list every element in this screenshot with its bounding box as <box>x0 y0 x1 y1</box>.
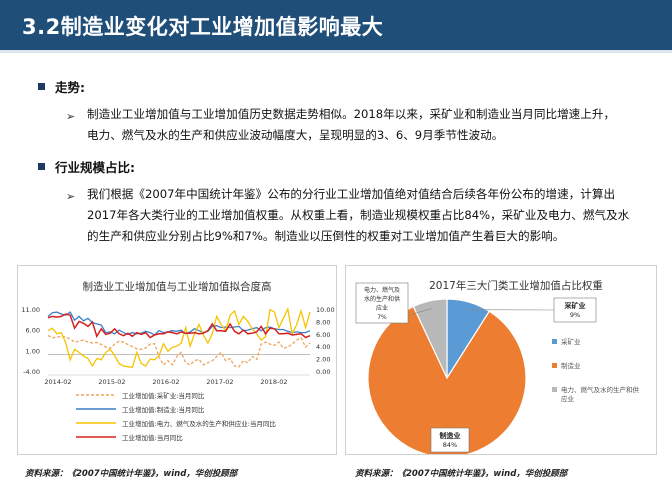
section-bullet-icon <box>38 83 45 90</box>
title-bar: 3.2制造业变化对工业增加值影响最大 <box>0 0 672 50</box>
legend-label-total: 工业增加值:当月同比 <box>122 433 183 442</box>
slice-label-name: 制造业 <box>440 431 461 440</box>
left-axis-tick: 6.00 <box>26 327 40 335</box>
source-note-right: 资料来源：《2007中国统计年鉴》，wind，华创投顾部 <box>355 469 568 479</box>
right-axis-tick: 8.00 <box>316 318 330 326</box>
paragraph-line: 制造业工业增加值与工业增加值历史数据走势相似。2018年以来，采矿业和制造业当月… <box>87 107 616 121</box>
legend-label-utilities: 工业增加值:电力、燃气及水的生产和供应业:当月同比 <box>122 419 276 428</box>
slice-label-name: 采矿业 <box>564 301 586 310</box>
section-bullet-icon <box>38 163 45 170</box>
paragraph-line: 电力、燃气及水的生产和供应业波动幅度大，呈现明显的3、6、9月季节性波动。 <box>87 128 504 142</box>
x-axis-tick: 2014-02 <box>44 378 71 386</box>
pie-chart-panel: 2017年三大门类工业增加值占比权重 采矿业 9% 制造业 84% 电力、燃气及 水的生产… <box>345 265 657 458</box>
slice-label-value: 84% <box>443 441 457 449</box>
slice-label-value: 7% <box>377 314 387 321</box>
left-axis-tick: 11.00 <box>21 306 40 314</box>
line-chart-panel: 制造业工业增加值与工业增加值拟合度高 11.00 6.00 1.00 -4.00 10.… <box>17 265 337 455</box>
callout-box <box>355 282 409 324</box>
line-chart-title: 制造业工业增加值与工业增加值拟合度高 <box>83 280 272 293</box>
line-chart: 制造业工业增加值与工业增加值拟合度高 11.00 6.00 1.00 -4.00 10.… <box>21 280 335 442</box>
slice-label-name: 电力、燃气及 <box>364 286 400 294</box>
series-line-manufacturing <box>47 311 311 336</box>
paragraph-line: 我们根据《2007年中国统计年鉴》公布的分行业工业增加值绝对值结合后续各年份公布… <box>87 187 616 201</box>
arrow-bullet-icon: ➢ <box>66 110 76 123</box>
arrow-bullet-icon: ➢ <box>66 190 76 203</box>
legend-swatch-2 <box>552 387 557 392</box>
paragraph-line: 的生产和供应业分别占比9%和7%。制造业以压倒性的权重对工业增加值产生着巨大的影… <box>87 229 565 243</box>
series-line-utilities <box>47 306 311 369</box>
right-axis-tick: 4.00 <box>316 343 330 351</box>
callout-box <box>430 427 470 453</box>
slice-label-name: 应业 <box>376 304 388 312</box>
series-line-mining <box>47 334 311 368</box>
paragraph-line: 2017年各大类行业的工业增加值权重。从权重上看，制造业规模权重占比84%，采矿… <box>87 208 630 222</box>
callout-box <box>553 297 597 323</box>
x-axis-tick: 2015-02 <box>98 378 125 386</box>
x-axis-tick: 2018-02 <box>260 378 287 386</box>
legend-label: 采矿业 <box>561 337 581 346</box>
series-line-total <box>47 313 311 339</box>
right-axis-tick: 6.00 <box>316 331 330 339</box>
pie-slice-2 <box>412 298 448 379</box>
pie-chart: 2017年三大门类工业增加值占比权重 采矿业9%制造业84%电力、燃气及水的生产… <box>355 279 640 458</box>
right-axis-tick: 0.00 <box>316 368 330 376</box>
legend-label: 应业 <box>561 394 575 403</box>
left-axis-tick: 1.00 <box>26 347 40 355</box>
source-note-left: 资料来源：《2007中国统计年鉴》，wind，华创投顾部 <box>25 469 238 479</box>
legend-label: 电力、燃气及水的生产和供 <box>561 385 640 394</box>
legend-label-mining: 工业增加值:采矿业:当月同比 <box>122 391 205 400</box>
slice-label-name: 水的生产和供 <box>364 295 400 303</box>
pie-chart-title: 2017年三大门类工业增加值占比权重 <box>429 279 603 292</box>
legend-label-manufacturing: 工业增加值:制造业:当月同比 <box>122 405 205 414</box>
section-heading-share: 行业规模占比: <box>55 160 136 175</box>
right-axis-tick: 2.00 <box>316 356 330 364</box>
slice-label-value: 9% <box>570 311 580 319</box>
paragraph-share: 我们根据《2007年中国统计年鉴》公布的分行业工业增加值绝对值结合后续各年份公布… <box>87 184 629 247</box>
page-title: 3.2制造业变化对工业增加值影响最大 <box>22 15 384 39</box>
left-axis-tick: -4.00 <box>23 368 40 376</box>
legend-swatch-1 <box>552 363 557 368</box>
right-axis-tick: 10.00 <box>316 306 335 314</box>
title-divider <box>0 50 672 53</box>
x-axis-tick: 2016-02 <box>152 378 179 386</box>
paragraph-trend: 制造业工业增加值与工业增加值历史数据走势相似。2018年以来，采矿业和制造业当月… <box>87 104 615 146</box>
section-heading-trend: 走势: <box>55 80 86 95</box>
legend-swatch-0 <box>552 339 557 344</box>
x-axis-tick: 2017-02 <box>206 378 233 386</box>
legend-label: 制造业 <box>561 361 581 370</box>
